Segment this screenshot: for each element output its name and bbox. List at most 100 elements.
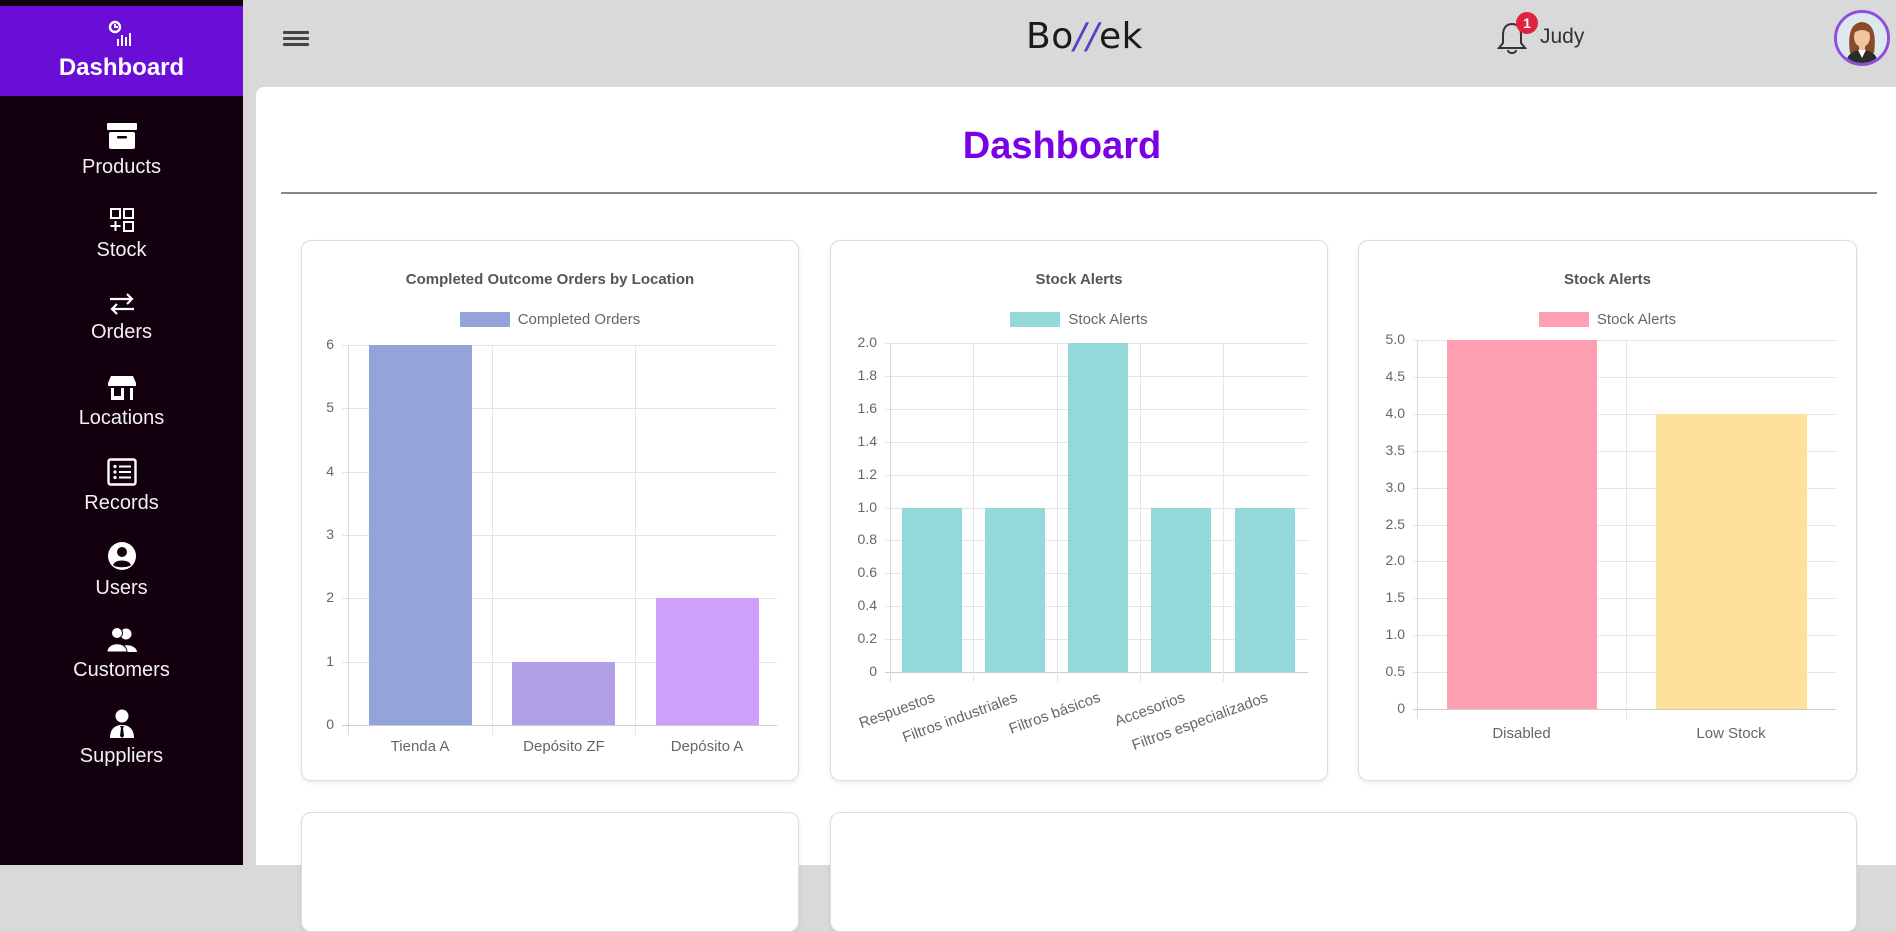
sidebar-brand-label: Dashboard [58,54,185,81]
hamburger-icon-line [283,31,309,34]
x-tick: Filtros especializados [1129,689,1270,755]
user-circle-icon [107,541,136,570]
legend-swatch [459,312,510,327]
sidebar-item-label: Locations [78,406,165,429]
bar-chart-stock-alerts-categories: 2.0 1.8 1.6 1.4 1.2 1.0 0.8 0.6 0.4 0.2 … [831,241,1329,782]
bar-deposito-a[interactable] [656,598,759,725]
sidebar-item-stock[interactable]: Stock [0,192,243,276]
y-tick: 0 [1397,700,1405,716]
hamburger-icon-line [283,43,309,46]
y-tick: 3.0 [1385,479,1405,495]
y-tick: 1.2 [857,466,877,482]
sidebar-item-label: Orders [90,320,153,343]
x-tick: Tienda A [390,738,450,755]
sidebar-item-dashboard[interactable]: Dashboard [0,6,243,96]
chart-legend[interactable]: Stock Alerts [831,311,1327,328]
sidebar-item-label: Stock [96,238,147,261]
sidebar-item-orders[interactable]: Orders [0,276,243,360]
sidebar-item-label: Customers [73,658,170,681]
y-tick: 2.5 [1385,516,1405,532]
x-tick: Depósito ZF [523,738,605,755]
grid-plus-icon [109,207,134,232]
main-content: Dashboard Completed Outcome Orders by Lo… [256,87,1896,932]
app-logo: Bo//ek [1026,16,1143,57]
bar-accesorios[interactable] [1151,508,1211,672]
sidebar-item-users[interactable]: Users [0,528,243,612]
legend-label: Stock Alerts [1068,311,1148,328]
chart-card-stock-alerts-categories: Stock Alerts Stock Alerts 2.0 1.8 [830,240,1328,781]
logo-slashes: // [1073,16,1099,57]
y-tick: 0 [869,663,877,679]
sidebar-item-label: Products [82,155,161,178]
y-tick: 0.8 [857,531,877,547]
bar-low-stock[interactable] [1656,414,1807,709]
y-tick: 0 [326,716,334,732]
y-tick: 2.0 [1385,552,1405,568]
topbar: Bo//ek [243,0,1896,87]
menu-toggle-button[interactable] [283,28,313,52]
chart-title: Stock Alerts [1564,271,1651,288]
users-icon [105,626,137,652]
y-tick: 2.0 [857,334,877,350]
bar-tienda-a[interactable] [369,345,472,725]
avatar-woman-icon [1837,13,1887,63]
legend-swatch [1538,312,1589,327]
bar-filtros-especializados[interactable] [1235,508,1295,672]
avatar[interactable] [1834,10,1890,66]
chart-legend[interactable]: Completed Orders [302,311,798,328]
sidebar-item-label: Users [95,576,148,599]
chart-title: Stock Alerts [1035,271,1123,288]
sidebar-item-label: Records [84,491,159,514]
sidebar-nav: Products Stock Orders [0,108,243,780]
y-tick: 6 [326,336,334,352]
sidebar: Dashboard Products Stock Or [0,0,243,865]
sidebar-item-suppliers[interactable]: Suppliers [0,696,243,780]
sidebar-item-records[interactable]: Records [0,444,243,528]
y-tick: 3.5 [1385,442,1405,458]
archive-box-icon [106,122,137,149]
x-tick: Depósito A [670,738,744,755]
y-tick: 5 [326,399,334,415]
y-tick: 4.0 [1385,405,1405,421]
sidebar-item-locations[interactable]: Locations [0,360,243,444]
y-tick: 1.0 [1385,626,1405,642]
bar-disabled[interactable] [1447,340,1597,709]
sidebar-item-products[interactable]: Products [0,108,243,192]
dashboard-card-bottom-left [301,812,799,932]
y-tick: 4.5 [1385,368,1405,384]
y-tick: 2 [326,589,334,605]
y-tick: 0.6 [857,564,877,580]
x-tick: Filtros básicos [1006,689,1103,738]
store-icon [107,375,136,400]
legend-swatch [1010,312,1061,327]
bar-filtros-industriales[interactable] [985,508,1045,672]
bar-deposito-zf[interactable] [512,662,615,725]
page-title: Dashboard [962,125,1162,167]
dashboard-chart-icon [108,20,131,46]
bar-respuestos[interactable] [902,508,962,672]
hamburger-icon-line [283,37,309,40]
chart-title: Completed Outcome Orders by Location [405,271,695,288]
bar-filtros-basicos[interactable] [1068,343,1128,672]
y-tick: 5.0 [1385,331,1405,347]
title-divider [281,192,1877,194]
dashboard-card-bottom-wide [830,812,1857,932]
legend-label: Stock Alerts [1596,311,1677,328]
logo-text-right: ek [1099,16,1143,57]
sidebar-item-customers[interactable]: Customers [0,612,243,696]
user-name[interactable]: Judy [1540,25,1585,48]
logo-text-left: Bo [1026,16,1074,57]
chart-card-completed-orders: Completed Outcome Orders by Location Com… [301,240,799,781]
y-tick: 1.5 [1385,589,1405,605]
user-tie-icon [109,709,134,738]
y-tick: 1.4 [857,433,877,449]
legend-label: Completed Orders [517,311,641,328]
y-tick: 1.0 [857,499,877,515]
sidebar-top-strip [0,0,243,6]
y-tick: 0.2 [857,630,877,646]
y-tick: 1 [326,653,334,669]
bar-chart-stock-alerts-status: 5.0 4.5 4.0 3.5 3.0 2.5 2.0 1.5 1.0 0.5 … [1359,241,1858,782]
y-tick: 4 [326,463,334,479]
bar-chart-completed-orders: 6 5 4 3 2 1 0 Tienda A Depósito ZF Depós… [302,241,800,782]
chart-legend[interactable]: Stock Alerts [1359,311,1856,328]
